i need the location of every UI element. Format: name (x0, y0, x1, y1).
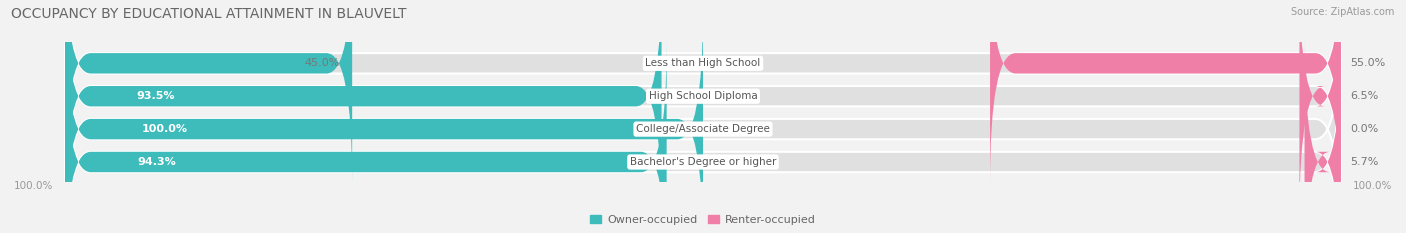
Text: College/Associate Degree: College/Associate Degree (636, 124, 770, 134)
Text: Source: ZipAtlas.com: Source: ZipAtlas.com (1291, 7, 1395, 17)
FancyBboxPatch shape (65, 0, 1341, 185)
Text: 6.5%: 6.5% (1351, 91, 1379, 101)
Text: 45.0%: 45.0% (304, 58, 339, 68)
Text: 100.0%: 100.0% (1353, 181, 1392, 191)
FancyBboxPatch shape (65, 41, 1341, 233)
FancyBboxPatch shape (1299, 0, 1341, 218)
Text: 94.3%: 94.3% (138, 157, 176, 167)
Text: 100.0%: 100.0% (142, 124, 187, 134)
FancyBboxPatch shape (1305, 41, 1341, 233)
Text: OCCUPANCY BY EDUCATIONAL ATTAINMENT IN BLAUVELT: OCCUPANCY BY EDUCATIONAL ATTAINMENT IN B… (11, 7, 406, 21)
Text: 5.7%: 5.7% (1351, 157, 1379, 167)
FancyBboxPatch shape (65, 8, 703, 233)
Text: Bachelor's Degree or higher: Bachelor's Degree or higher (630, 157, 776, 167)
Text: 93.5%: 93.5% (136, 91, 176, 101)
Text: 100.0%: 100.0% (14, 181, 53, 191)
Text: 55.0%: 55.0% (1351, 58, 1386, 68)
FancyBboxPatch shape (65, 0, 352, 185)
FancyBboxPatch shape (65, 0, 662, 218)
FancyBboxPatch shape (65, 8, 1341, 233)
FancyBboxPatch shape (65, 0, 1341, 218)
Text: 0.0%: 0.0% (1351, 124, 1379, 134)
FancyBboxPatch shape (65, 41, 666, 233)
FancyBboxPatch shape (990, 0, 1341, 185)
Text: High School Diploma: High School Diploma (648, 91, 758, 101)
Text: Less than High School: Less than High School (645, 58, 761, 68)
Legend: Owner-occupied, Renter-occupied: Owner-occupied, Renter-occupied (586, 210, 820, 229)
